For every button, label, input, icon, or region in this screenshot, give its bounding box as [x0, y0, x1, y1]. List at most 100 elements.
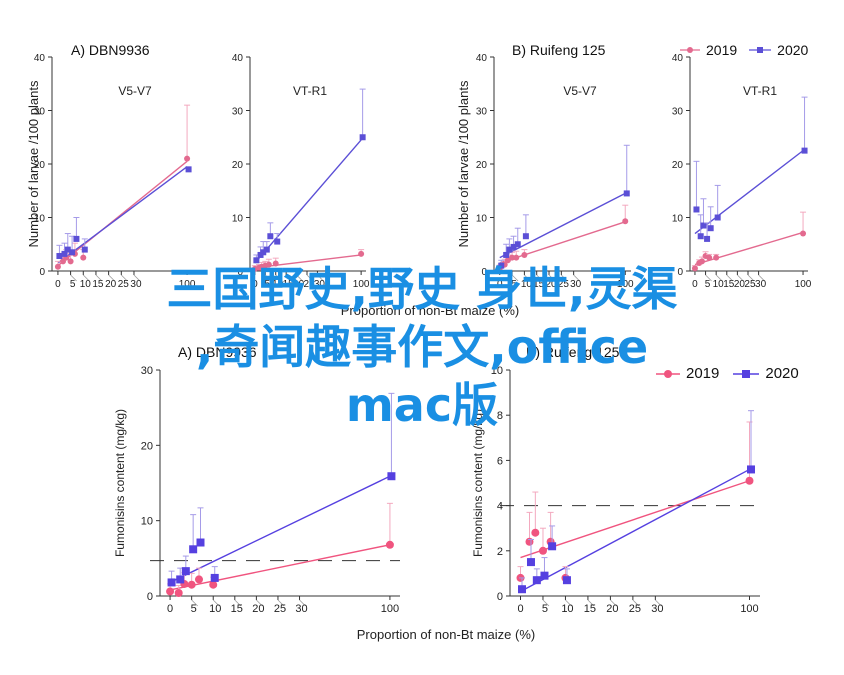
chart3-point-2020 [503, 251, 510, 258]
panel-title-b: B) Ruifeng 125 [512, 42, 606, 58]
chart6-x-tick-guide [587, 599, 595, 607]
legend-2019-marker-icon [680, 47, 700, 53]
chart4-point-2020 [704, 235, 711, 242]
chart2-x-tick-label: 30 [314, 279, 326, 290]
chart6-y-tick-label: 2 [497, 546, 503, 558]
chart3-x-tick-label: 100 [617, 279, 634, 290]
chart3-x-tick-label: 0 [497, 279, 503, 290]
chart4-point-2020 [801, 147, 808, 154]
chart5-x-tick-guide [191, 599, 198, 607]
chart3-x-tick-label: 10 [521, 279, 533, 290]
watermark-line-3: mac版 [345, 378, 499, 432]
chart1-y-tick-label: 40 [34, 53, 46, 64]
legend-bottom-2019-label: 2019 [686, 365, 720, 382]
chart5-point-2020 [210, 573, 219, 582]
chart4-x-tick-guide [705, 274, 712, 282]
chart3-x-tick-guide [561, 274, 568, 282]
chart5-x-tick-label: 30 [295, 603, 307, 615]
chart3-y-tick-label: 30 [476, 107, 488, 118]
chart1-x-tick-guide [70, 274, 77, 282]
chart5-y-label: Fumonisins content (mg/kg) [113, 409, 127, 557]
chart2-x-tick-guide [285, 274, 293, 282]
chart4-point-2020 [707, 225, 714, 232]
chart6-point-2019 [745, 476, 754, 485]
chart5-point-2019 [385, 540, 394, 549]
legend-bottom: 2019 2020 [656, 365, 799, 382]
chart5-point-2020 [387, 472, 396, 481]
chart6-x-tick-label: 25 [629, 603, 641, 615]
chart3-x-tick-label: 25 [558, 279, 570, 290]
chart6-y-tick-label: 4 [497, 501, 503, 513]
chart6-trend-2020 [520, 468, 750, 593]
chart6-point-2020 [562, 576, 571, 585]
chart2-x-tick-guide [296, 274, 303, 282]
chart2-y-tick-label: 0 [237, 267, 243, 278]
chart2-x-tick-label: 10 [272, 279, 284, 290]
chart4-x-tick-label: 30 [755, 279, 767, 290]
chart6-x-tick-guide [565, 599, 572, 607]
chart5-x-tick-label: 5 [191, 603, 197, 615]
chart2-x-tick-label: 25 [303, 279, 315, 290]
chart6-x-tick-label: 100 [740, 603, 758, 615]
chart1-y-tick-label: 20 [34, 160, 46, 171]
chart6-x-tick-label: 30 [651, 603, 663, 615]
chart5-y-tick-label: 30 [141, 365, 153, 377]
chart3-point-2019 [509, 254, 516, 261]
chart2-point-2020 [263, 246, 270, 253]
chart3-x-tick-guide [536, 274, 543, 282]
chart4-x-tick-label: 25 [744, 279, 756, 290]
chart5-x-tick-guide [212, 599, 220, 607]
chart3-x-tick-guide [573, 274, 580, 282]
chart1-point-2019 [80, 254, 87, 261]
chart1-point-2019 [184, 155, 191, 162]
chart6-point-2020 [518, 585, 526, 594]
chart6-y-tick-label: 0 [497, 591, 503, 603]
chart4-y-tick-label: 30 [672, 107, 684, 118]
chart2-y-tick-label: 30 [232, 107, 244, 118]
chart1-x-tick-label: 25 [118, 279, 130, 290]
chart3-x-tick-label: 5 [511, 279, 517, 290]
chart3-x-tick-guide [511, 274, 519, 282]
chart1-x-tick-guide [133, 274, 141, 282]
chart4-point-2019 [706, 254, 713, 261]
chart3-x-tick-guide [548, 274, 556, 282]
chart6-y-tick-label: 8 [497, 410, 503, 422]
chart1-point-2019 [54, 263, 61, 270]
chart2-y-tick-label: 10 [232, 214, 244, 225]
chart2-point-2020 [253, 257, 260, 264]
chart4-y-tick-label: 40 [672, 53, 684, 64]
chart3-y-tick-label: 10 [476, 214, 488, 225]
legend-2019-label: 2019 [706, 42, 738, 58]
panel-title-c: A) DBN9936 [178, 344, 257, 360]
chart1-trend-2019 [57, 160, 188, 267]
chart6-point-2019 [538, 546, 547, 555]
chart5-y-tick-label: 20 [141, 440, 153, 452]
chart3-point-2020 [506, 246, 513, 253]
chart2-x-tick-label: 100 [353, 279, 370, 290]
chart4-point-2019 [698, 258, 705, 265]
chart4-point-2019 [800, 230, 807, 237]
chart4-point-2020 [700, 222, 707, 229]
chart4-point-2020 [697, 233, 704, 240]
chart3-y-tick-label: 0 [481, 267, 487, 278]
watermark-line-1: 三国野史,野史 身世,灵渠 [166, 262, 678, 316]
chart2-x-tick-guide [306, 274, 314, 282]
chart4-point-2020 [693, 206, 700, 213]
chart5-point-2020 [189, 545, 198, 554]
chart2-x-tick-label: 5 [265, 279, 271, 290]
chart6-x-tick-label: 10 [561, 603, 573, 615]
chart1-y-label: Number of larvae /100 plants [26, 80, 41, 247]
chart1-x-tick-label: 0 [55, 279, 61, 290]
chart1-title: V5-V7 [118, 84, 152, 98]
legend-2020-marker-icon [749, 47, 772, 53]
chart5-point-2019 [194, 575, 203, 584]
chart4-x-tick-guide [715, 274, 723, 282]
chart4-x-tick-label: 0 [692, 279, 698, 290]
chart4-y-tick-label: 20 [672, 160, 684, 171]
chart3-y-tick-label: 40 [476, 53, 488, 64]
chart3-point-2020 [510, 243, 517, 250]
chart2-point-2019 [358, 250, 365, 257]
chart3-point-2020 [498, 262, 505, 269]
chart3-trend-2020 [499, 192, 626, 259]
